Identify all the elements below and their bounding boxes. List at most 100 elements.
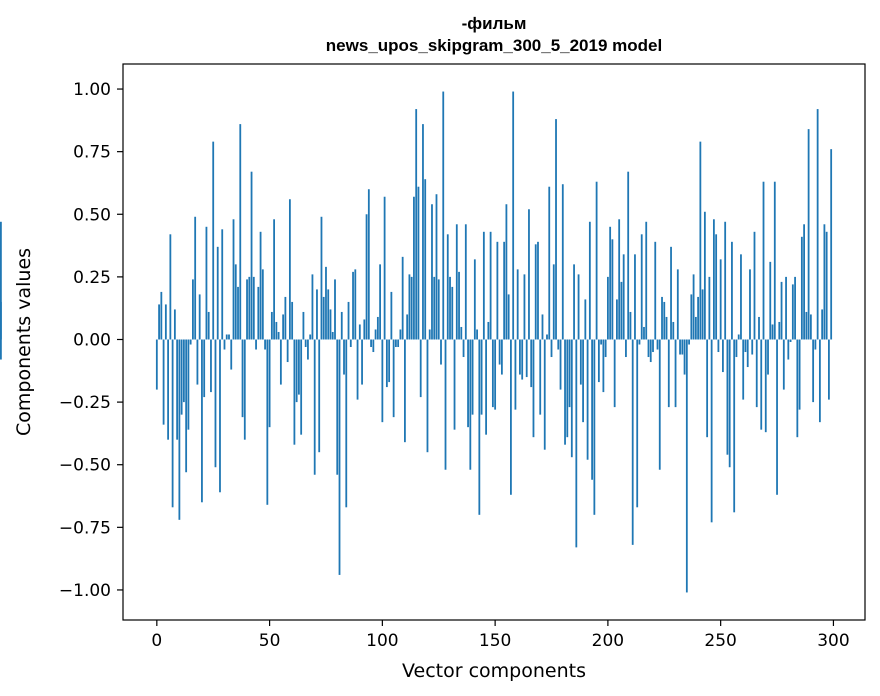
bar: [376, 316, 379, 340]
bar: [733, 339, 736, 513]
bar: [539, 339, 542, 415]
bar: [460, 326, 463, 340]
y-tick-label: 0.50: [73, 205, 111, 225]
bar: [338, 339, 341, 575]
bar: [780, 281, 783, 340]
bar: [221, 229, 224, 340]
bar: [789, 339, 792, 342]
bar: [480, 339, 483, 415]
bar: [814, 339, 817, 350]
bar: [476, 329, 478, 340]
bar: [311, 274, 314, 340]
bar: [268, 339, 271, 428]
bar: [234, 264, 237, 340]
bar: [717, 339, 720, 353]
bar: [298, 339, 300, 395]
bar: [167, 339, 169, 440]
bar: [205, 226, 208, 340]
bar: [579, 339, 582, 385]
bar: [336, 339, 339, 475]
bar: [431, 204, 433, 340]
bar: [374, 329, 377, 340]
bar: [737, 334, 740, 340]
bar: [586, 339, 589, 460]
bar: [699, 141, 702, 340]
bar: [570, 339, 573, 458]
bar: [212, 141, 215, 340]
bar: [381, 339, 384, 423]
bar: [647, 339, 650, 358]
y-tick-label: 0.00: [73, 330, 111, 350]
bar: [273, 219, 275, 340]
bar: [345, 339, 348, 508]
bar: [207, 311, 210, 340]
bar: [548, 186, 551, 340]
bar: [672, 321, 675, 340]
bar: [307, 339, 309, 360]
bar: [489, 231, 492, 340]
y-tick-label: −1.00: [59, 581, 111, 601]
bar: [755, 339, 758, 408]
bar: [622, 254, 625, 340]
bar: [322, 296, 325, 340]
bar: [313, 339, 316, 475]
bar: [230, 339, 233, 370]
bar: [740, 254, 742, 340]
bar: [451, 286, 454, 340]
bar: [164, 304, 167, 340]
bar: [243, 339, 246, 440]
bar: [667, 339, 670, 408]
bar: [676, 269, 679, 340]
bar: [203, 339, 206, 398]
bar: [358, 324, 361, 340]
bar: [530, 339, 533, 388]
bar: [611, 239, 614, 340]
bar: [566, 339, 569, 438]
bar: [219, 339, 221, 493]
bar: [534, 244, 537, 340]
bar: [415, 109, 418, 340]
bar: [259, 231, 262, 340]
bar: [753, 231, 756, 340]
bar: [683, 339, 686, 375]
bar: [559, 339, 562, 390]
bar: [631, 339, 634, 545]
bar: [751, 339, 754, 355]
x-tick-label: 100: [366, 631, 398, 651]
chart-subtitle: news_upos_skipgram_300_5_2019 model: [326, 36, 662, 55]
bar: [719, 259, 722, 340]
bar: [791, 284, 794, 340]
bar: [455, 224, 458, 340]
bar: [744, 339, 747, 353]
bar: [189, 339, 192, 345]
bar: [413, 196, 415, 340]
x-tick-label: 0: [151, 631, 162, 651]
bar: [349, 339, 352, 348]
bar: [223, 339, 226, 350]
bar: [616, 299, 618, 340]
bar: [703, 211, 706, 340]
x-tick-label: 50: [259, 631, 281, 651]
bar: [771, 324, 774, 340]
bar: [210, 339, 212, 393]
bar: [185, 339, 188, 473]
bar: [343, 339, 345, 375]
bar: [225, 334, 228, 340]
bar: [392, 339, 395, 418]
bar: [609, 226, 612, 340]
bar: [652, 339, 654, 353]
bar: [385, 339, 388, 388]
y-axis-ticks: 1.00 0.75 0.50 0.25 0.00 −0.25 −0.50 −0.75 −1.00: [59, 80, 123, 601]
bar: [246, 279, 248, 340]
bar: [762, 181, 765, 340]
bar: [656, 339, 659, 350]
bar: [496, 241, 499, 340]
bar: [823, 224, 826, 340]
bar: [388, 339, 391, 383]
bar: [433, 276, 436, 340]
bar: [453, 339, 456, 430]
bar: [282, 314, 285, 340]
x-axis-label: Vector components: [402, 660, 586, 682]
bar: [561, 184, 564, 340]
